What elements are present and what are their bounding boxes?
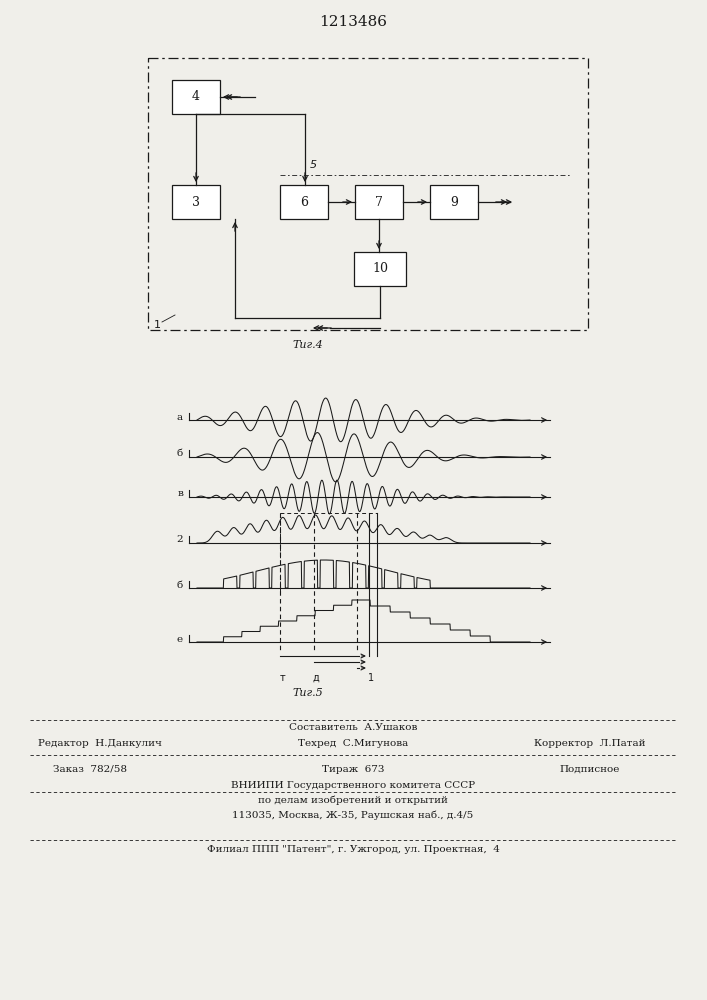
Bar [355, 185, 403, 219]
Bar [354, 252, 406, 286]
Text: Филиал ППП "Патент", г. Ужгород, ул. Проектная,  4: Филиал ППП "Патент", г. Ужгород, ул. Про… [206, 845, 499, 854]
Text: 10: 10 [372, 262, 388, 275]
Text: Редактор  Н.Данкулич: Редактор Н.Данкулич [38, 739, 162, 748]
Text: 2: 2 [176, 536, 183, 544]
Text: ВНИИПИ Государственного комитета СССР: ВНИИПИ Государственного комитета СССР [231, 781, 475, 790]
Text: б: б [177, 450, 183, 458]
Text: а: а [177, 412, 183, 422]
Text: 1: 1 [153, 320, 160, 330]
Text: 3: 3 [192, 196, 200, 209]
Text: Техред  С.Мигунова: Техред С.Мигунова [298, 739, 408, 748]
Text: Τиг.5: Τиг.5 [293, 688, 323, 698]
Text: 1: 1 [368, 673, 374, 683]
Bar [430, 185, 478, 219]
Text: е: е [177, 635, 183, 644]
Text: в: в [177, 489, 183, 498]
Text: Составитель  А.Ушаков: Составитель А.Ушаков [289, 723, 417, 732]
Text: 113035, Москва, Ж-35, Раушская наб., д.4/5: 113035, Москва, Ж-35, Раушская наб., д.4… [233, 810, 474, 820]
Text: Подписное: Подписное [560, 765, 620, 774]
Bar [172, 80, 220, 114]
Bar [280, 185, 328, 219]
Text: 9: 9 [450, 196, 458, 209]
Bar [172, 185, 220, 219]
Text: 7: 7 [375, 196, 383, 209]
Text: Корректор  Л.Патай: Корректор Л.Патай [534, 739, 645, 748]
Text: т: т [279, 673, 285, 683]
Text: по делам изобретений и открытий: по делам изобретений и открытий [258, 796, 448, 805]
Text: 5: 5 [310, 160, 317, 170]
Text: Тираж  673: Тираж 673 [322, 765, 384, 774]
Text: 1213486: 1213486 [319, 15, 387, 29]
Text: Заказ  782/58: Заказ 782/58 [53, 765, 127, 774]
Text: б: б [177, 580, 183, 589]
Text: 6: 6 [300, 196, 308, 209]
Text: 4: 4 [192, 91, 200, 104]
Text: Τиг.4: Τиг.4 [293, 340, 323, 350]
Text: д: д [312, 673, 319, 683]
